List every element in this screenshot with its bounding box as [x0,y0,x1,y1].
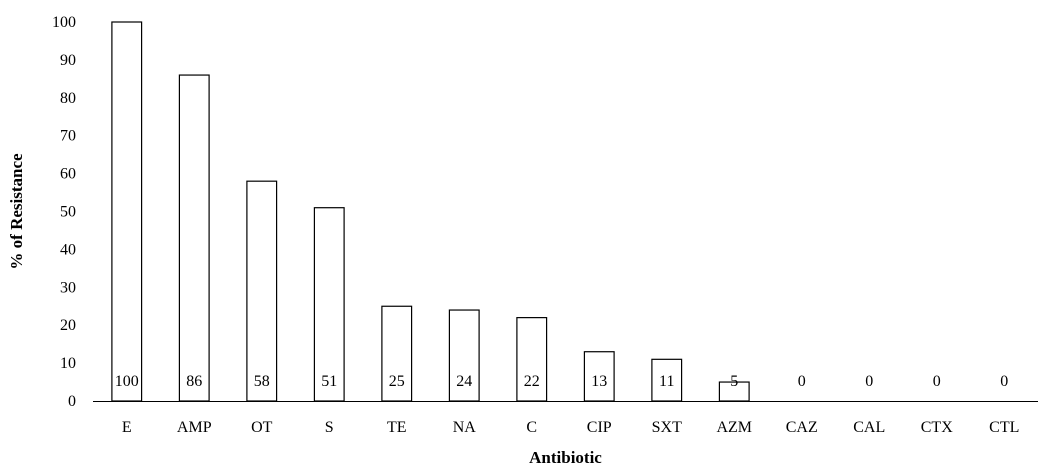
x-tick-label: E [122,419,132,436]
x-tick-label: OT [251,419,273,436]
data-labels: 100 86 58 51 25 24 22 13 11 5 0 0 0 0 [115,373,1009,390]
data-label: 0 [865,373,873,390]
y-tick-label: 20 [60,317,76,334]
data-label: 51 [321,373,337,390]
x-tick-label: TE [387,419,407,436]
y-tick-label: 30 [60,279,76,296]
data-label: 13 [591,373,607,390]
bar [448,309,480,402]
data-label: 25 [389,373,405,390]
data-label: 5 [730,373,738,390]
data-label: 0 [1000,373,1008,390]
y-tick-label: 50 [60,204,76,221]
data-label: 24 [456,373,472,390]
x-tick-label: AZM [716,419,752,436]
y-tick-label: 90 [60,52,76,69]
x-tick-label: CTL [989,419,1019,436]
bars [111,21,750,402]
x-axis-ticks: E AMP OT S TE NA C CIP SXT AZM CAZ CAL CTX CTL [122,419,1020,436]
x-axis-title: Antibiotic [529,448,602,467]
data-label: 58 [254,373,270,390]
y-tick-label: 60 [60,166,76,183]
x-tick-label: AMP [177,419,212,436]
y-tick-label: 100 [52,14,76,31]
y-tick-label: 70 [60,128,76,145]
y-axis-ticks: 0 10 20 30 40 50 60 70 80 90 100 [52,14,76,410]
data-label: 0 [798,373,806,390]
data-label: 100 [115,373,139,390]
data-label: 22 [524,373,540,390]
x-tick-label: CAZ [786,419,818,436]
y-tick-label: 80 [60,90,76,107]
bar [583,351,615,402]
y-tick-label: 0 [68,393,76,410]
bar [246,180,278,402]
x-tick-label: C [526,419,537,436]
x-tick-label: CAL [853,419,885,436]
bar [381,305,413,402]
x-tick-label: NA [453,419,477,436]
data-label: 0 [933,373,941,390]
bar [313,207,345,402]
y-axis-title: % of Resistance [7,153,26,270]
bar [111,21,143,402]
x-tick-label: CTX [921,419,953,436]
x-tick-label: S [325,419,334,436]
y-tick-label: 10 [60,355,76,372]
bar [178,74,210,402]
data-label: 11 [659,373,674,390]
x-tick-label: CIP [587,419,612,436]
x-tick-label: SXT [652,419,682,436]
data-label: 86 [186,373,202,390]
y-tick-label: 40 [60,241,76,258]
